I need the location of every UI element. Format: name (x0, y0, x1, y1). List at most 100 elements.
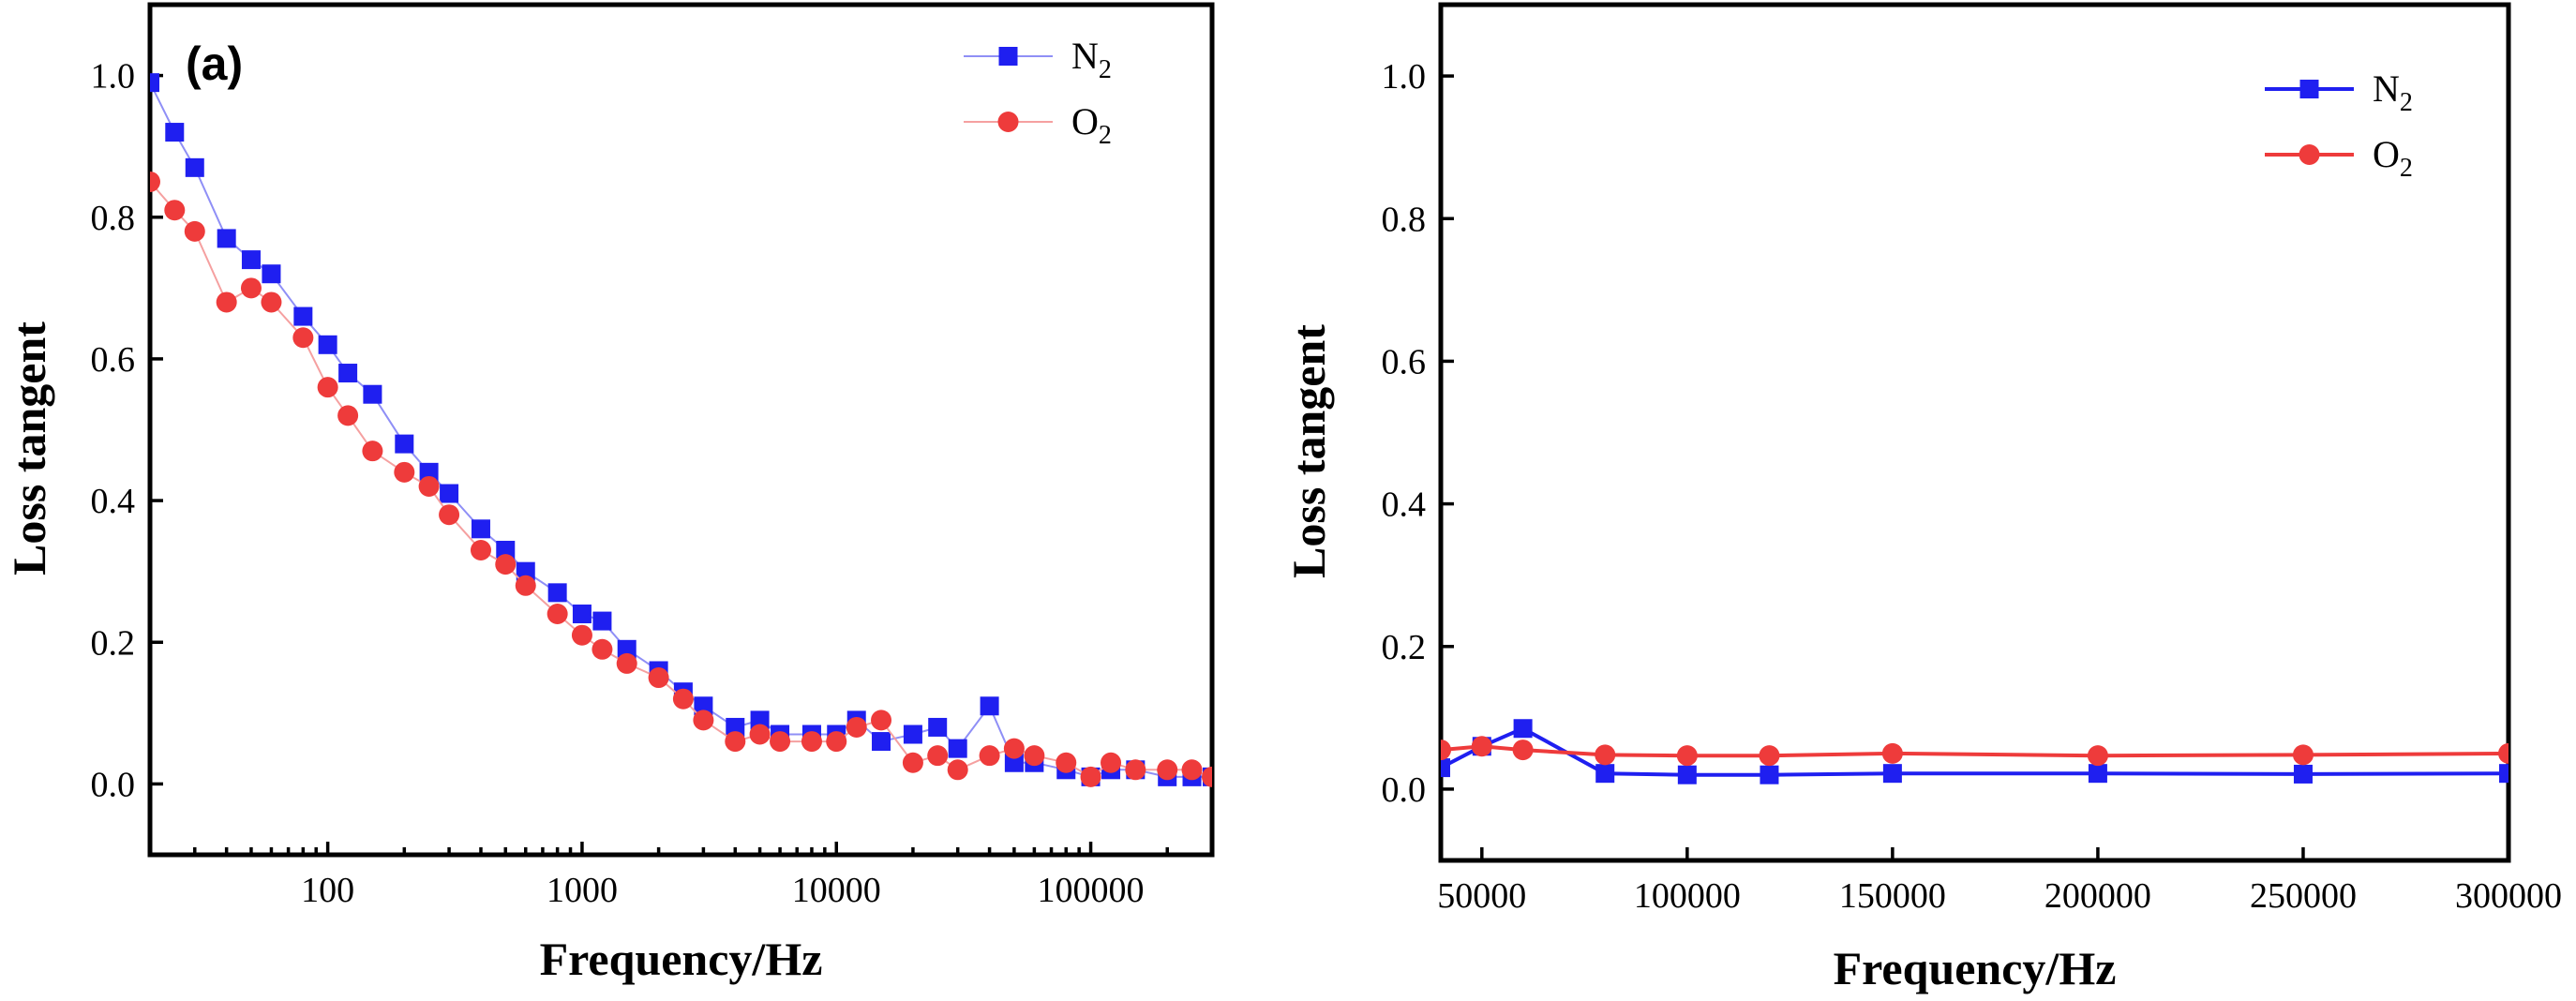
data-point-o2 (240, 277, 262, 299)
data-point-o2 (979, 745, 1000, 767)
data-point-n2 (1595, 764, 1615, 784)
data-point-n2 (694, 696, 713, 716)
data-point-o2 (394, 461, 415, 483)
data-point-n2 (395, 434, 414, 454)
data-point-n2 (872, 732, 891, 752)
legend-marker-square (998, 47, 1018, 66)
data-point-n2 (1513, 719, 1533, 739)
x-tick-label: 250000 (2250, 876, 2357, 916)
data-point-o2 (547, 604, 568, 625)
data-point-o2 (693, 710, 714, 731)
y-tick-label: 0.4 (91, 482, 136, 521)
x-axis-label: Frequency/Hz (540, 933, 823, 985)
data-point-o2 (317, 377, 338, 398)
data-point-o2 (592, 638, 613, 660)
series-line-n2 (1441, 725, 2509, 777)
legend-label: O2 (2373, 133, 2413, 183)
data-point-n2 (928, 717, 948, 737)
data-point-n2 (217, 229, 236, 248)
data-point-o2 (184, 220, 205, 242)
data-point-o2 (725, 731, 746, 753)
legend-marker-circle (997, 112, 1019, 132)
y-tick-label: 0.6 (91, 340, 136, 380)
data-point-o2 (1441, 740, 1451, 761)
legend-label: O2 (1071, 100, 1112, 150)
legend-item-n2: N2 (2265, 67, 2413, 117)
data-point-o2 (902, 752, 923, 773)
x-tick-label: 100000 (1038, 871, 1145, 910)
data-point-n2 (2088, 764, 2107, 784)
y-tick-label: 0.4 (1382, 486, 1427, 525)
data-point-n2 (547, 583, 567, 603)
x-tick-label: 300000 (2455, 876, 2562, 916)
x-tick-label: 200000 (2044, 876, 2151, 916)
data-point-o2 (292, 327, 314, 349)
data-point-n2 (241, 250, 261, 270)
data-point-n2 (185, 157, 204, 177)
panel-label: (a) (186, 37, 243, 90)
data-point-o2 (150, 171, 160, 192)
data-point-o2 (362, 441, 383, 462)
data-point-o2 (1471, 736, 1492, 757)
data-point-n2 (318, 335, 337, 354)
data-point-n2 (2499, 764, 2509, 784)
y-tick-label: 0.8 (1382, 200, 1427, 239)
data-point-n2 (980, 696, 999, 716)
legend-label: N2 (1071, 35, 1112, 84)
data-point-o2 (216, 291, 237, 313)
data-point-o2 (571, 624, 592, 646)
plot-frame (147, 2, 1215, 858)
data-point-o2 (164, 200, 186, 221)
data-point-n2 (750, 710, 770, 730)
data-point-o2 (1157, 759, 1178, 781)
legend-item-n2: N2 (964, 35, 1112, 84)
series-o2 (1441, 736, 2509, 767)
data-point-o2 (1024, 745, 1045, 767)
x-tick-label: 10000 (792, 871, 881, 910)
data-point-n2 (1677, 765, 1697, 784)
chart-panel-1: 0.0 0.2 0.4 0.6 0.8 1.0 100 1000 10000 100000 Freq… (3, 2, 1215, 985)
series-n2 (150, 73, 1212, 786)
legend-marker-square (2299, 80, 2319, 98)
series-n2 (1441, 719, 2509, 784)
data-point-o2 (1881, 742, 1903, 764)
data-point-o2 (770, 731, 791, 753)
data-point-n2 (516, 561, 535, 581)
series-line-o2 (1441, 744, 2509, 758)
legend-item-o2: O2 (2265, 133, 2413, 183)
data-point-n2 (1004, 753, 1024, 772)
y-tick-label: 0.0 (91, 765, 136, 804)
data-point-o2 (749, 724, 771, 745)
x-tick-label: 100000 (1634, 876, 1741, 916)
data-point-o2 (1676, 745, 1698, 767)
chart-panel-2: 0.0 0.2 0.4 0.6 0.8 1.0 50000 100000 150000 20000… (1282, 2, 2562, 994)
data-point-n2 (363, 384, 382, 404)
data-point-o2 (1595, 744, 1616, 766)
data-point-o2 (1202, 766, 1212, 787)
data-point-n2 (1882, 764, 1902, 784)
data-point-o2 (495, 554, 517, 575)
data-point-o2 (1759, 745, 1780, 767)
data-point-o2 (826, 731, 847, 753)
data-point-n2 (262, 264, 281, 284)
x-tick-label: 100 (301, 871, 354, 910)
data-point-o2 (515, 575, 536, 596)
y-tick-label: 1.0 (1382, 57, 1427, 97)
series-o2 (150, 171, 1212, 787)
data-point-o2 (648, 667, 669, 689)
data-point-n2 (293, 306, 313, 326)
data-point-o2 (261, 291, 282, 313)
data-point-n2 (150, 73, 159, 93)
data-point-o2 (1056, 752, 1077, 773)
data-point-o2 (1181, 759, 1203, 781)
data-point-n2 (948, 739, 967, 758)
data-point-o2 (616, 652, 637, 674)
plot-frame (1438, 2, 2511, 863)
data-point-o2 (2087, 745, 2108, 767)
legend-item-o2: O2 (964, 100, 1112, 150)
series-line-n2 (150, 82, 1212, 778)
